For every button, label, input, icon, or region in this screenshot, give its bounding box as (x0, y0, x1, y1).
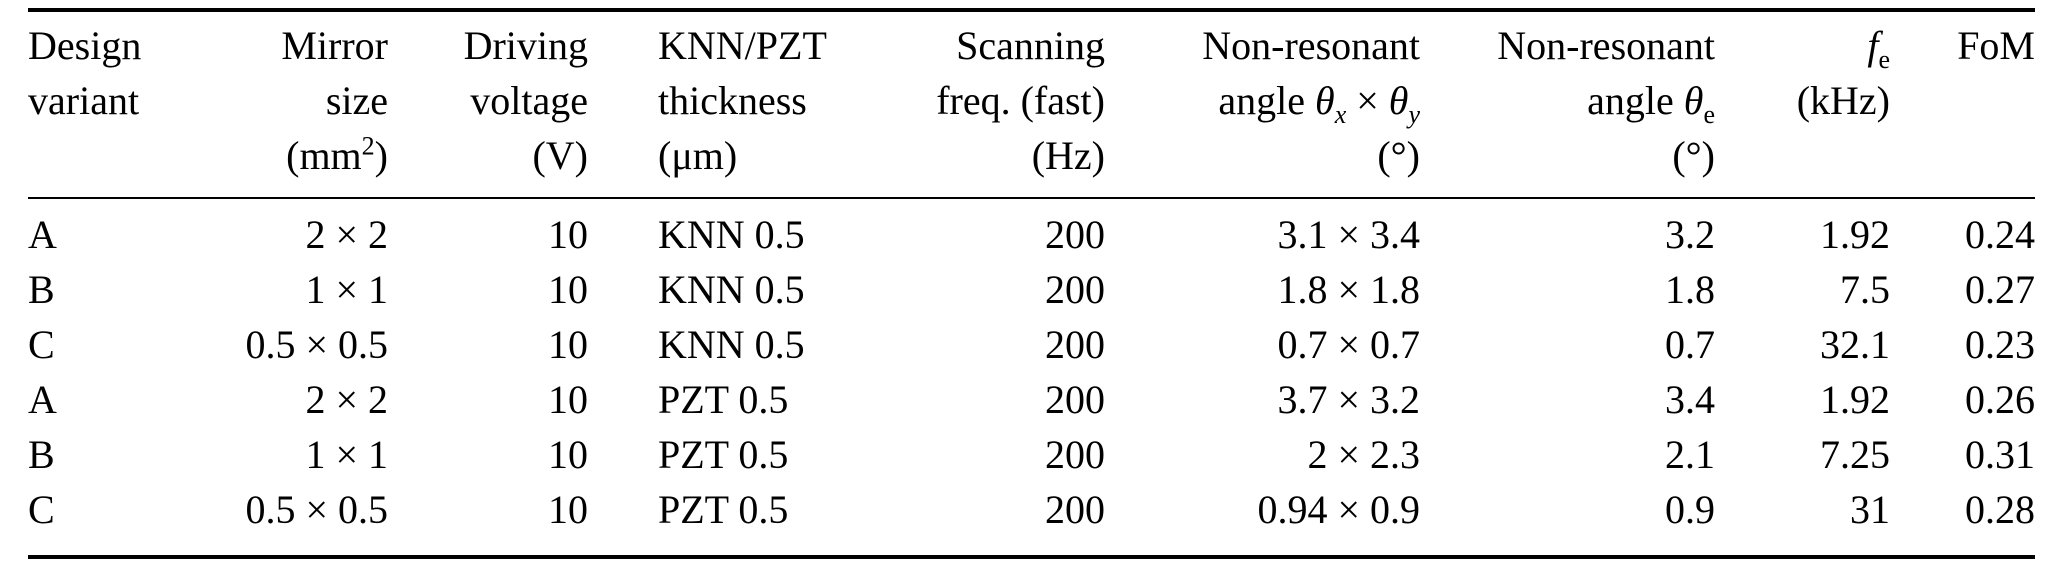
cell-mirror-size: 2 × 2 (305, 212, 388, 257)
cell-non-resonant-angle-e: 3.4 (1665, 377, 1715, 422)
header-line: (kHz) (1796, 78, 1890, 123)
paper-page: Design variant Mirror size (mm2) Driving… (28, 8, 2035, 559)
header-line: Non-resonant (1202, 23, 1420, 68)
cell-scanning-freq: 200 (1045, 322, 1105, 367)
cell-non-resonant-angle-xy: 1.8 × 1.8 (1277, 267, 1420, 312)
table-row: B 1 × 1 10 PZT 0.5 200 2 × 2.3 2.1 7.25 … (28, 427, 2035, 482)
cell-non-resonant-angle-xy: 3.1 × 3.4 (1277, 212, 1420, 257)
cell-non-resonant-angle-e: 2.1 (1665, 432, 1715, 477)
table-row: A 2 × 2 10 KNN 0.5 200 3.1 × 3.4 3.2 1.9… (28, 198, 2035, 262)
cell-scanning-freq: 200 (1045, 487, 1105, 532)
header-line: (°) (1377, 133, 1420, 178)
header-row: Design variant Mirror size (mm2) Driving… (28, 10, 2035, 199)
cell-design-variant: B (28, 432, 55, 477)
cell-driving-voltage: 10 (548, 432, 588, 477)
header-line: angle θe (1587, 78, 1715, 129)
cell-mirror-size: 1 × 1 (305, 267, 388, 312)
header-line: (mm2) (286, 131, 388, 178)
cell-design-variant: C (28, 487, 55, 532)
cell-driving-voltage: 10 (548, 487, 588, 532)
cell-fe-khz: 1.92 (1820, 212, 1890, 257)
cell-fe-khz: 1.92 (1820, 377, 1890, 422)
cell-non-resonant-angle-xy: 2 × 2.3 (1307, 432, 1420, 477)
header-line: variant (28, 78, 140, 123)
cell-design-variant: C (28, 322, 55, 367)
header-line: voltage (470, 78, 588, 123)
cell-knn-pzt-thickness: KNN 0.5 (658, 212, 805, 257)
cell-non-resonant-angle-xy: 3.7 × 3.2 (1277, 377, 1420, 422)
header-line: (V) (532, 133, 588, 178)
table-header: Design variant Mirror size (mm2) Driving… (28, 10, 2035, 199)
table-row: C 0.5 × 0.5 10 KNN 0.5 200 0.7 × 0.7 0.7… (28, 317, 2035, 372)
header-line: fe (1867, 23, 1890, 74)
cell-non-resonant-angle-e: 1.8 (1665, 267, 1715, 312)
cell-knn-pzt-thickness: PZT 0.5 (658, 377, 789, 422)
col-header-non-resonant-angle-e: Non-resonant angle θe (°) (1420, 10, 1715, 199)
col-header-knn-pzt-thickness: KNN/PZT thickness (μm) (588, 10, 878, 199)
cell-fe-khz: 32.1 (1820, 322, 1890, 367)
cell-driving-voltage: 10 (548, 377, 588, 422)
header-line: (°) (1672, 133, 1715, 178)
header-line: Driving (463, 23, 588, 68)
cell-fom: 0.23 (1965, 322, 2035, 367)
cell-mirror-size: 1 × 1 (305, 432, 388, 477)
table-row: C 0.5 × 0.5 10 PZT 0.5 200 0.94 × 0.9 0.… (28, 482, 2035, 557)
col-header-fom: FoM (1890, 10, 2035, 199)
cell-driving-voltage: 10 (548, 267, 588, 312)
cell-knn-pzt-thickness: KNN 0.5 (658, 267, 805, 312)
cell-mirror-size: 0.5 × 0.5 (245, 487, 388, 532)
cell-non-resonant-angle-e: 3.2 (1665, 212, 1715, 257)
cell-knn-pzt-thickness: PZT 0.5 (658, 487, 789, 532)
cell-design-variant: A (28, 377, 57, 422)
cell-non-resonant-angle-xy: 0.94 × 0.9 (1257, 487, 1420, 532)
header-line: Non-resonant (1497, 23, 1715, 68)
cell-scanning-freq: 200 (1045, 432, 1105, 477)
col-header-non-resonant-angle-xy: Non-resonant angle θx × θy (°) (1105, 10, 1420, 199)
cell-non-resonant-angle-e: 0.9 (1665, 487, 1715, 532)
cell-fom: 0.26 (1965, 377, 2035, 422)
cell-scanning-freq: 200 (1045, 377, 1105, 422)
header-line: Scanning (956, 23, 1105, 68)
cell-fe-khz: 7.25 (1820, 432, 1890, 477)
col-header-mirror-size: Mirror size (mm2) (168, 10, 388, 199)
cell-fom: 0.31 (1965, 432, 2035, 477)
header-line: (Hz) (1031, 133, 1105, 178)
table-body: A 2 × 2 10 KNN 0.5 200 3.1 × 3.4 3.2 1.9… (28, 198, 2035, 557)
table-row: A 2 × 2 10 PZT 0.5 200 3.7 × 3.2 3.4 1.9… (28, 372, 2035, 427)
cell-scanning-freq: 200 (1045, 267, 1105, 312)
cell-design-variant: B (28, 267, 55, 312)
cell-non-resonant-angle-xy: 0.7 × 0.7 (1277, 322, 1420, 367)
cell-mirror-size: 0.5 × 0.5 (245, 322, 388, 367)
cell-non-resonant-angle-e: 0.7 (1665, 322, 1715, 367)
cell-driving-voltage: 10 (548, 322, 588, 367)
cell-fom: 0.27 (1965, 267, 2035, 312)
header-line: (μm) (658, 133, 738, 178)
cell-mirror-size: 2 × 2 (305, 377, 388, 422)
cell-fe-khz: 31 (1850, 487, 1890, 532)
cell-design-variant: A (28, 212, 57, 257)
cell-fom: 0.24 (1965, 212, 2035, 257)
header-line: KNN/PZT (658, 23, 827, 68)
col-header-design-variant: Design variant (28, 10, 168, 199)
col-header-driving-voltage: Driving voltage (V) (388, 10, 588, 199)
header-line: FoM (1957, 23, 2035, 68)
col-header-fe-khz: fe (kHz) (1715, 10, 1890, 199)
cell-driving-voltage: 10 (548, 212, 588, 257)
col-header-scanning-freq: Scanning freq. (fast) (Hz) (878, 10, 1105, 199)
header-line: thickness (658, 78, 807, 123)
cell-fe-khz: 7.5 (1840, 267, 1890, 312)
cell-scanning-freq: 200 (1045, 212, 1105, 257)
header-line: angle θx × θy (1218, 78, 1420, 129)
header-line: freq. (fast) (936, 78, 1105, 123)
cell-fom: 0.28 (1965, 487, 2035, 532)
cell-knn-pzt-thickness: KNN 0.5 (658, 322, 805, 367)
header-line: size (325, 78, 388, 123)
header-line: Design (28, 23, 142, 68)
table-row: B 1 × 1 10 KNN 0.5 200 1.8 × 1.8 1.8 7.5… (28, 262, 2035, 317)
cell-knn-pzt-thickness: PZT 0.5 (658, 432, 789, 477)
header-line: Mirror (281, 23, 388, 68)
results-table: Design variant Mirror size (mm2) Driving… (28, 8, 2035, 559)
